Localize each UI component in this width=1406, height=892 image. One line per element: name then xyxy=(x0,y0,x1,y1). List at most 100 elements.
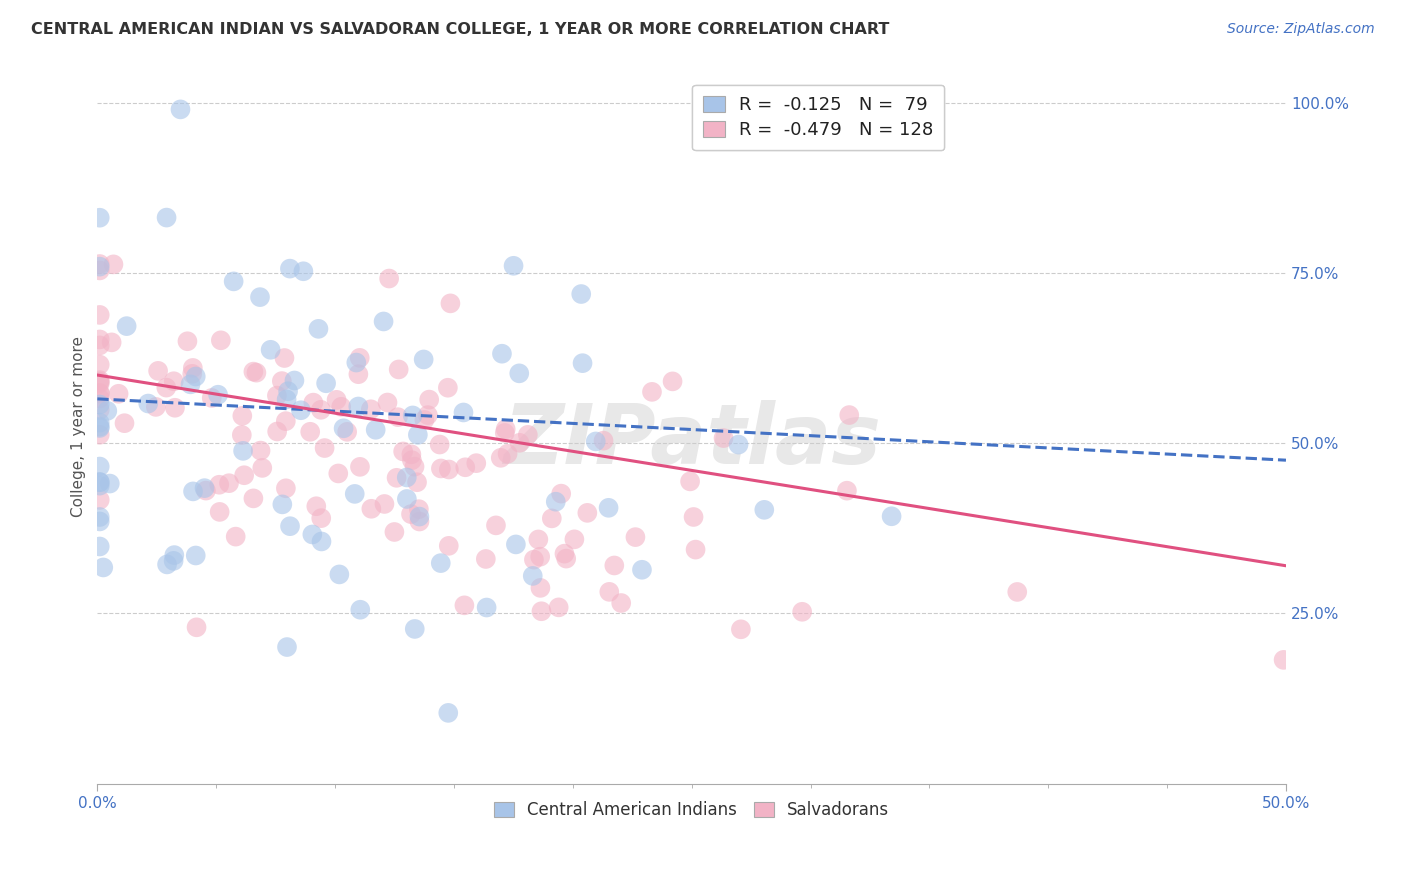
Point xyxy=(713,431,735,445)
Point xyxy=(416,408,439,422)
Point xyxy=(274,481,297,495)
Point xyxy=(290,403,312,417)
Point xyxy=(89,421,111,435)
Point xyxy=(249,443,271,458)
Point xyxy=(115,319,138,334)
Point xyxy=(550,486,572,500)
Point xyxy=(585,434,607,449)
Point xyxy=(89,419,111,434)
Point xyxy=(89,475,111,489)
Text: Source: ZipAtlas.com: Source: ZipAtlas.com xyxy=(1227,22,1375,37)
Point xyxy=(225,530,247,544)
Point xyxy=(564,533,586,547)
Point xyxy=(624,530,647,544)
Point xyxy=(522,569,544,583)
Point xyxy=(509,435,531,450)
Point xyxy=(89,459,111,474)
Point xyxy=(347,400,370,414)
Point xyxy=(266,388,288,402)
Point xyxy=(89,260,111,274)
Point xyxy=(349,603,371,617)
Point xyxy=(475,600,498,615)
Point xyxy=(373,497,395,511)
Point xyxy=(307,322,329,336)
Point xyxy=(547,600,569,615)
Point xyxy=(406,427,429,442)
Point xyxy=(89,375,111,389)
Point xyxy=(384,524,406,539)
Y-axis label: College, 1 year or more: College, 1 year or more xyxy=(72,335,86,516)
Point xyxy=(360,402,382,417)
Point xyxy=(299,425,322,439)
Point xyxy=(89,397,111,411)
Point xyxy=(209,334,232,348)
Point xyxy=(328,467,350,481)
Point xyxy=(91,560,114,574)
Point xyxy=(395,470,418,484)
Point xyxy=(89,257,111,271)
Point xyxy=(569,287,592,301)
Point xyxy=(429,556,451,570)
Point xyxy=(835,483,858,498)
Point xyxy=(89,333,111,347)
Point xyxy=(276,392,298,407)
Point xyxy=(259,343,281,357)
Point xyxy=(89,263,111,277)
Point xyxy=(233,468,256,483)
Point xyxy=(208,477,231,491)
Point xyxy=(494,425,516,440)
Point xyxy=(176,334,198,349)
Point xyxy=(155,211,177,225)
Point xyxy=(792,605,814,619)
Point xyxy=(437,462,460,476)
Point xyxy=(100,335,122,350)
Point xyxy=(527,533,550,547)
Point xyxy=(278,519,301,533)
Point xyxy=(89,416,111,430)
Point xyxy=(529,549,551,564)
Point xyxy=(406,475,429,490)
Point xyxy=(232,443,254,458)
Point xyxy=(186,620,208,634)
Point xyxy=(523,552,546,566)
Point xyxy=(328,567,350,582)
Point xyxy=(530,604,553,618)
Point xyxy=(146,364,169,378)
Point xyxy=(730,623,752,637)
Point xyxy=(330,400,353,414)
Point xyxy=(555,551,578,566)
Point xyxy=(277,384,299,399)
Point xyxy=(454,460,477,475)
Point xyxy=(413,413,436,427)
Point xyxy=(231,428,253,442)
Point xyxy=(89,373,111,387)
Point xyxy=(603,558,626,573)
Point xyxy=(485,518,508,533)
Point xyxy=(292,264,315,278)
Point xyxy=(179,377,201,392)
Point xyxy=(404,459,426,474)
Point xyxy=(402,409,425,423)
Point xyxy=(242,365,264,379)
Point xyxy=(89,478,111,492)
Point xyxy=(278,261,301,276)
Point xyxy=(344,355,367,369)
Point xyxy=(388,362,411,376)
Point xyxy=(502,259,524,273)
Point xyxy=(249,290,271,304)
Point xyxy=(598,500,620,515)
Point xyxy=(301,527,323,541)
Point xyxy=(392,444,415,458)
Point xyxy=(89,386,111,401)
Point xyxy=(89,427,111,442)
Point xyxy=(231,409,253,423)
Point xyxy=(266,425,288,439)
Point xyxy=(661,375,683,389)
Point xyxy=(89,308,111,322)
Point xyxy=(430,461,453,475)
Point xyxy=(508,367,530,381)
Text: CENTRAL AMERICAN INDIAN VS SALVADORAN COLLEGE, 1 YEAR OR MORE CORRELATION CHART: CENTRAL AMERICAN INDIAN VS SALVADORAN CO… xyxy=(31,22,890,37)
Point xyxy=(401,453,423,467)
Point xyxy=(395,491,418,506)
Point xyxy=(89,376,111,391)
